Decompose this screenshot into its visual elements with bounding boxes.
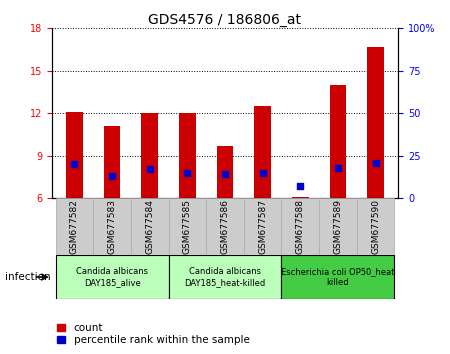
Text: infection: infection (4, 272, 50, 282)
Bar (319, 198, 357, 255)
Point (108, 173, 116, 179)
Bar (141, 113, 158, 198)
Point (297, 183, 304, 189)
Bar (179, 113, 196, 198)
Bar (55, 255, 168, 299)
Text: GSM677590: GSM677590 (371, 199, 380, 254)
Text: GSM677587: GSM677587 (258, 199, 267, 254)
Point (259, 170, 266, 176)
Bar (168, 255, 282, 299)
Text: GSM677589: GSM677589 (333, 199, 342, 254)
Text: GSM677588: GSM677588 (296, 199, 305, 254)
Text: Candida albicans
DAY185_heat-killed: Candida albicans DAY185_heat-killed (184, 267, 266, 287)
Point (184, 170, 191, 176)
Point (334, 165, 342, 171)
Bar (55, 198, 93, 255)
Text: Escherichia coli OP50_heat
killed: Escherichia coli OP50_heat killed (281, 267, 395, 287)
Title: GDS4576 / 186806_at: GDS4576 / 186806_at (148, 13, 302, 27)
Text: GSM677585: GSM677585 (183, 199, 192, 254)
Text: Candida albicans
DAY185_alive: Candida albicans DAY185_alive (76, 267, 148, 287)
Bar (216, 146, 234, 198)
Text: GSM677586: GSM677586 (220, 199, 230, 254)
Bar (104, 126, 121, 198)
Bar (93, 198, 131, 255)
Point (372, 160, 379, 165)
Bar (131, 198, 168, 255)
Bar (367, 47, 384, 198)
Bar (168, 198, 206, 255)
Bar (66, 112, 83, 198)
Bar (282, 198, 319, 255)
Point (71, 161, 78, 167)
Text: GSM677584: GSM677584 (145, 199, 154, 254)
Bar (244, 198, 282, 255)
Text: GSM677583: GSM677583 (108, 199, 117, 254)
Point (221, 172, 229, 177)
Bar (329, 85, 346, 198)
Bar (254, 106, 271, 198)
Legend: count, percentile rank within the sample: count, percentile rank within the sample (57, 323, 249, 345)
Bar (357, 198, 395, 255)
Bar (292, 197, 309, 198)
Bar (282, 255, 395, 299)
Text: GSM677582: GSM677582 (70, 199, 79, 254)
Bar (206, 198, 244, 255)
Point (146, 166, 153, 172)
